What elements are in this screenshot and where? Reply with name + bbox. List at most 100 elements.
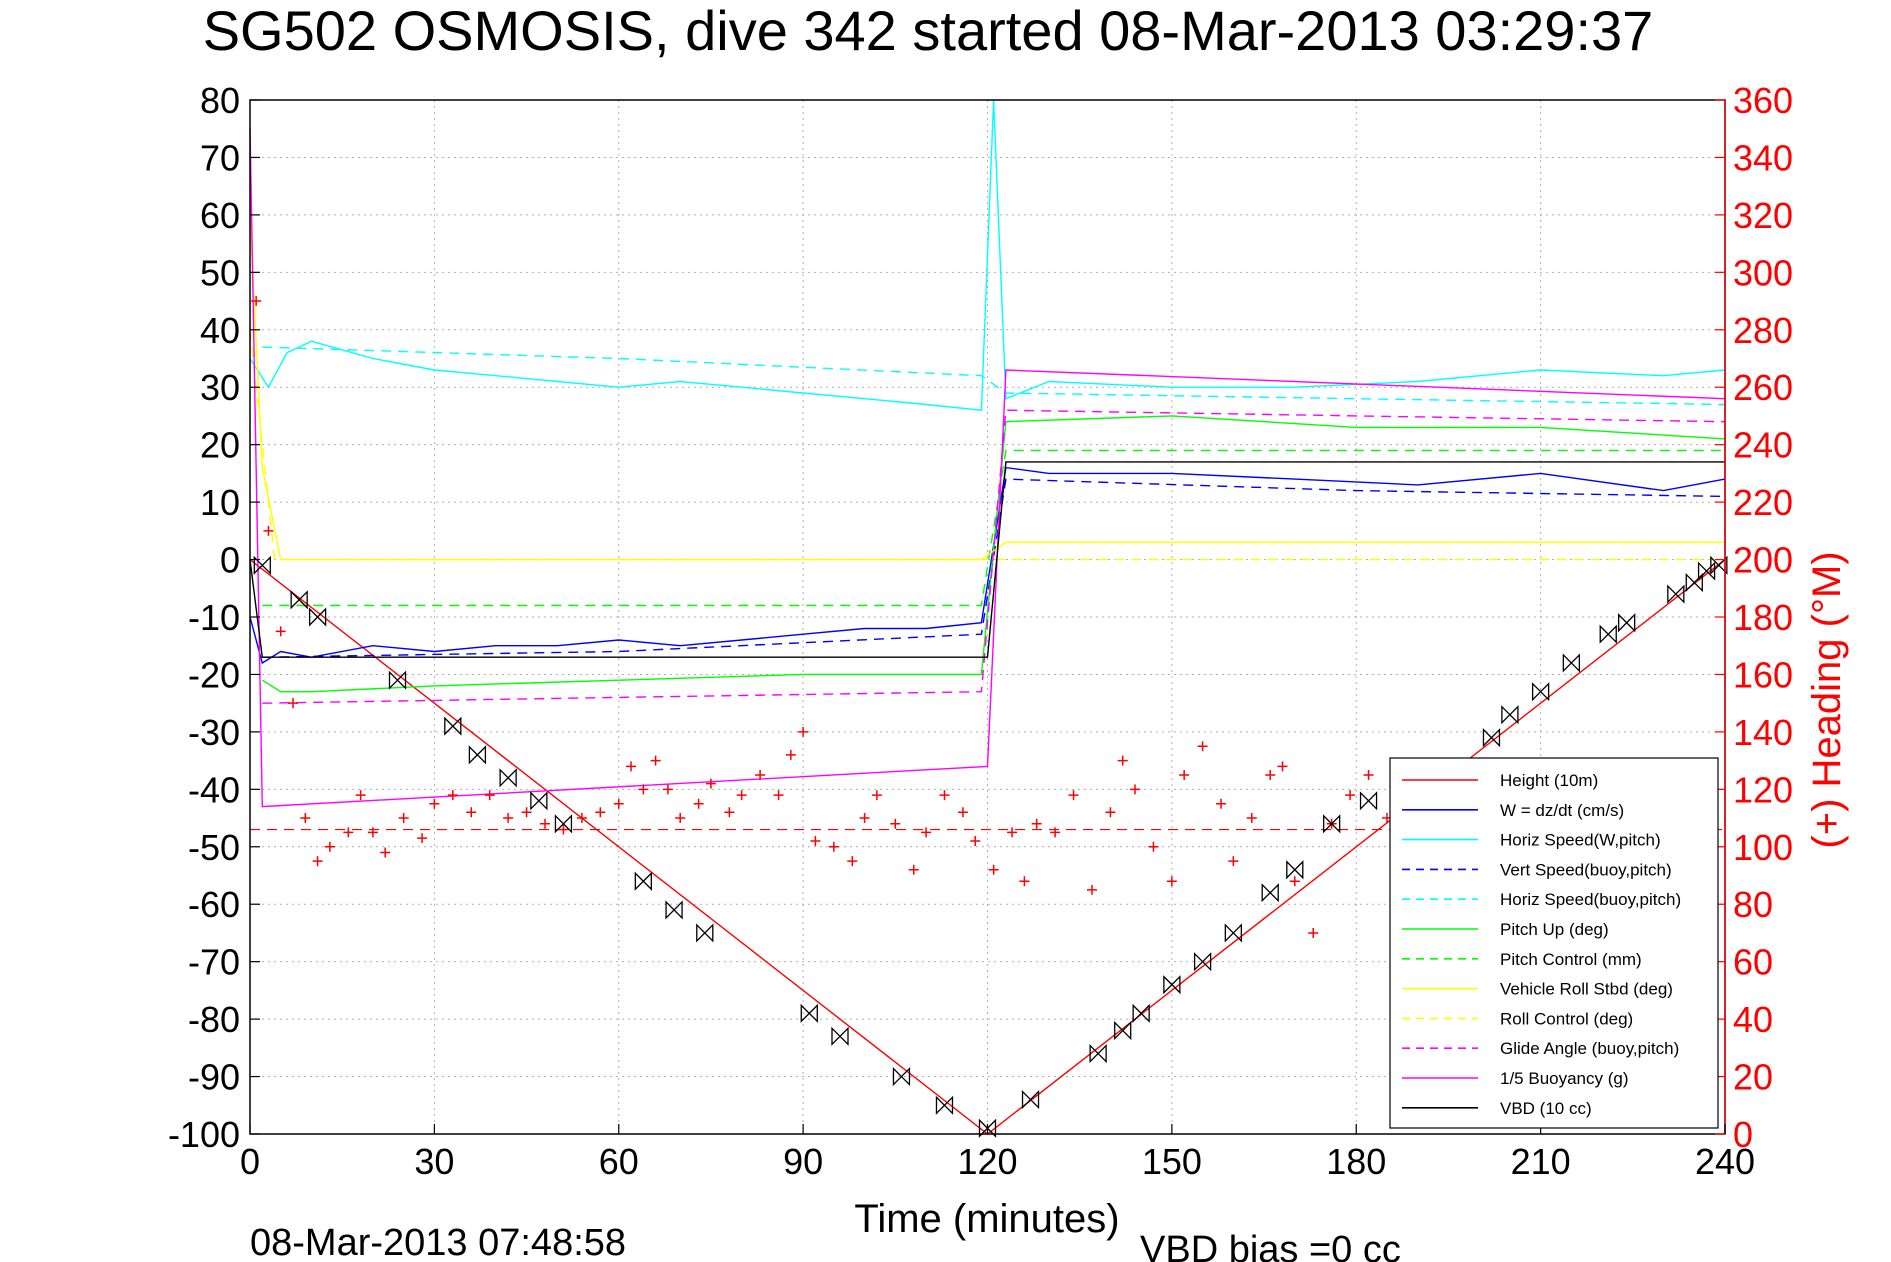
legend-label: Pitch Control (mm)	[1500, 950, 1642, 969]
series-line	[249, 461, 1725, 658]
heading-point	[1007, 827, 1018, 838]
heading-point	[675, 813, 686, 824]
heading-point	[939, 790, 950, 801]
y-left-tick-label: 70	[200, 137, 240, 178]
height-marker	[1697, 561, 1716, 581]
series-line	[249, 214, 1725, 561]
x-tick-label: 90	[783, 1141, 823, 1182]
x-tick-label: 180	[1326, 1141, 1386, 1182]
height-markers	[253, 555, 1728, 1138]
y-axis-right-ticks: 3603403203002802602402202001801601401201…	[1715, 80, 1793, 1155]
heading-point	[540, 818, 550, 829]
legend-label: Glide Angle (buoy,pitch)	[1500, 1039, 1679, 1058]
y-right-tick-label: 200	[1733, 540, 1793, 581]
heading-point	[312, 856, 323, 867]
y-left-tick-label: -50	[188, 827, 240, 868]
height-marker	[1599, 624, 1617, 644]
heading-point	[1148, 841, 1159, 852]
y-left-tick-label: 80	[200, 80, 240, 121]
heading-point	[890, 818, 901, 829]
y-right-tick-label: 160	[1733, 654, 1793, 695]
heading-point	[275, 626, 286, 637]
height-marker	[831, 1026, 849, 1046]
y-left-tick-label: 20	[200, 425, 240, 466]
heading-point	[1228, 856, 1239, 867]
y-left-tick-label: 40	[200, 310, 240, 351]
y-right-tick-label: 240	[1733, 425, 1793, 466]
heading-point	[871, 790, 882, 801]
height-marker	[1193, 952, 1212, 972]
heading-point	[1345, 790, 1356, 801]
x-tick-label: 120	[957, 1141, 1017, 1182]
series-line	[262, 478, 1726, 658]
series-line	[249, 329, 1725, 561]
height-marker	[1359, 791, 1378, 811]
heading-point	[417, 833, 428, 844]
legend-label: 1/5 Buoyancy (g)	[1500, 1069, 1629, 1088]
heading-point	[1246, 813, 1257, 824]
y-right-tick-label: 140	[1733, 712, 1793, 753]
height-marker	[1089, 1044, 1107, 1064]
y-left-tick-label: -30	[188, 712, 240, 753]
y-right-tick-label: 60	[1733, 942, 1773, 983]
series-line	[262, 346, 1726, 406]
heading-point	[503, 813, 514, 824]
height-marker	[290, 590, 308, 610]
height-marker	[935, 1095, 954, 1115]
height-marker	[499, 768, 517, 788]
legend-label: Height (10m)	[1500, 771, 1598, 790]
heading-point	[1277, 761, 1288, 772]
heading-point	[847, 856, 858, 867]
legend: Height (10m) W = dz/dt (cm/s) Horiz Speed(…	[1389, 757, 1719, 1129]
height-marker	[892, 1066, 911, 1087]
heading-point	[650, 755, 661, 766]
heading-point	[398, 813, 409, 824]
height-marker	[1114, 1021, 1132, 1041]
heading-point	[343, 827, 354, 838]
heading-point	[988, 864, 999, 875]
x-tick-label: 30	[414, 1141, 454, 1182]
y-left-tick-label: -90	[188, 1057, 240, 1098]
heading-point	[1216, 798, 1227, 809]
height-marker	[308, 607, 327, 627]
x-axis-ticks: 0 30 60 90 120 150 180 210 240	[240, 1124, 1755, 1182]
y-right-tick-label: 340	[1733, 137, 1793, 178]
heading-point	[1308, 927, 1319, 938]
vbd-bias-note: VBD bias =0 cc	[1140, 1229, 1401, 1262]
height-marker	[1323, 814, 1341, 834]
y-left-tick-label: -10	[188, 597, 240, 638]
heading-point	[1166, 876, 1177, 887]
x-tick-label: 60	[599, 1141, 639, 1182]
heading-point	[355, 790, 366, 801]
heading-point	[1086, 884, 1097, 895]
height-marker	[1224, 923, 1242, 943]
y-right-tick-label: 20	[1733, 1057, 1773, 1098]
heading-point	[828, 841, 839, 852]
heading-point	[1019, 876, 1030, 887]
heading-point	[705, 778, 716, 789]
heading-point	[1068, 790, 1079, 801]
series-line	[262, 409, 1726, 704]
height-marker	[1261, 883, 1279, 903]
heading-point	[1179, 769, 1190, 780]
heading-point	[1117, 755, 1128, 766]
heading-point	[521, 807, 532, 818]
height-marker	[696, 923, 714, 943]
height-marker	[1163, 975, 1181, 995]
y-left-tick-label: -70	[188, 942, 240, 983]
footer-timestamp: 08-Mar-2013 07:48:58	[250, 1222, 626, 1262]
y-left-tick-label: 50	[200, 252, 240, 293]
heading-point	[558, 824, 569, 835]
y-right-tick-label: 80	[1733, 884, 1773, 925]
legend-label: Vehicle Roll Stbd (deg)	[1500, 980, 1673, 999]
y-left-tick-label: 60	[200, 195, 240, 236]
height-marker	[978, 1118, 997, 1138]
y-axis-left-ticks: 80 70 60 50 40 30 20 10 0 -10 -20 -30 -40 -50 -60 -70 -8…	[168, 80, 260, 1155]
heading-point	[638, 784, 649, 795]
height-marker	[1021, 1089, 1040, 1110]
heading-point	[957, 807, 968, 818]
height-marker	[1667, 584, 1685, 604]
x-tick-label: 240	[1695, 1141, 1755, 1182]
height-marker	[665, 900, 683, 920]
